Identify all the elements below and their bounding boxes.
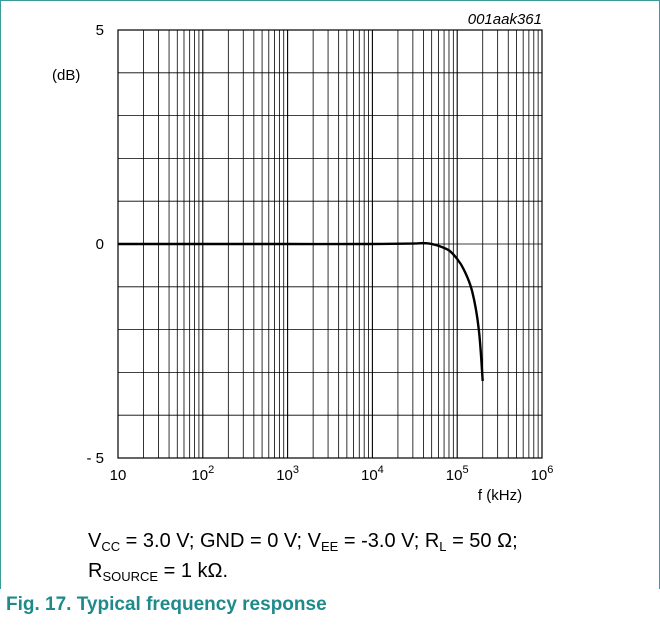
frequency-response-chart: 5 0 - 5 10 102 103 104 105 106 001aak361 (dB) f… <box>52 11 554 504</box>
y-tick-label: 5 <box>96 22 104 39</box>
caption-line-1: VCC = 3.0 V; GND = 0 V; VEE = -3.0 V; RL… <box>88 530 518 554</box>
caption-subscript: L <box>439 539 447 554</box>
y-tick-labels: 5 0 - 5 <box>86 22 104 467</box>
x-tick-label: 10 <box>110 467 127 484</box>
x-tick-label: 106 <box>531 464 554 484</box>
caption-subscript: CC <box>101 539 121 554</box>
response-curve <box>118 241 484 382</box>
figure-id-label: 001aak361 <box>468 11 542 28</box>
x-tick-labels: 10 102 103 104 105 106 <box>110 464 554 484</box>
y-axis-label: (dB) <box>52 67 80 84</box>
conditions-caption: VCC = 3.0 V; GND = 0 V; VEE = -3.0 V; RL… <box>88 526 653 586</box>
caption-subscript: EE <box>320 539 339 554</box>
x-tick-label: 105 <box>446 464 469 484</box>
caption-subscript: SOURCE <box>102 569 159 584</box>
x-tick-label: 104 <box>361 464 384 484</box>
x-axis-label: f (kHz) <box>478 487 522 504</box>
y-tick-label: - 5 <box>86 450 104 467</box>
x-tick-label: 103 <box>276 464 299 484</box>
caption-line-2: RSOURCE = 1 kΩ. <box>88 560 229 584</box>
figure-title: Fig. 17. Typical frequency response <box>6 594 327 615</box>
x-tick-label: 102 <box>191 464 214 484</box>
y-tick-label: 0 <box>96 236 104 253</box>
